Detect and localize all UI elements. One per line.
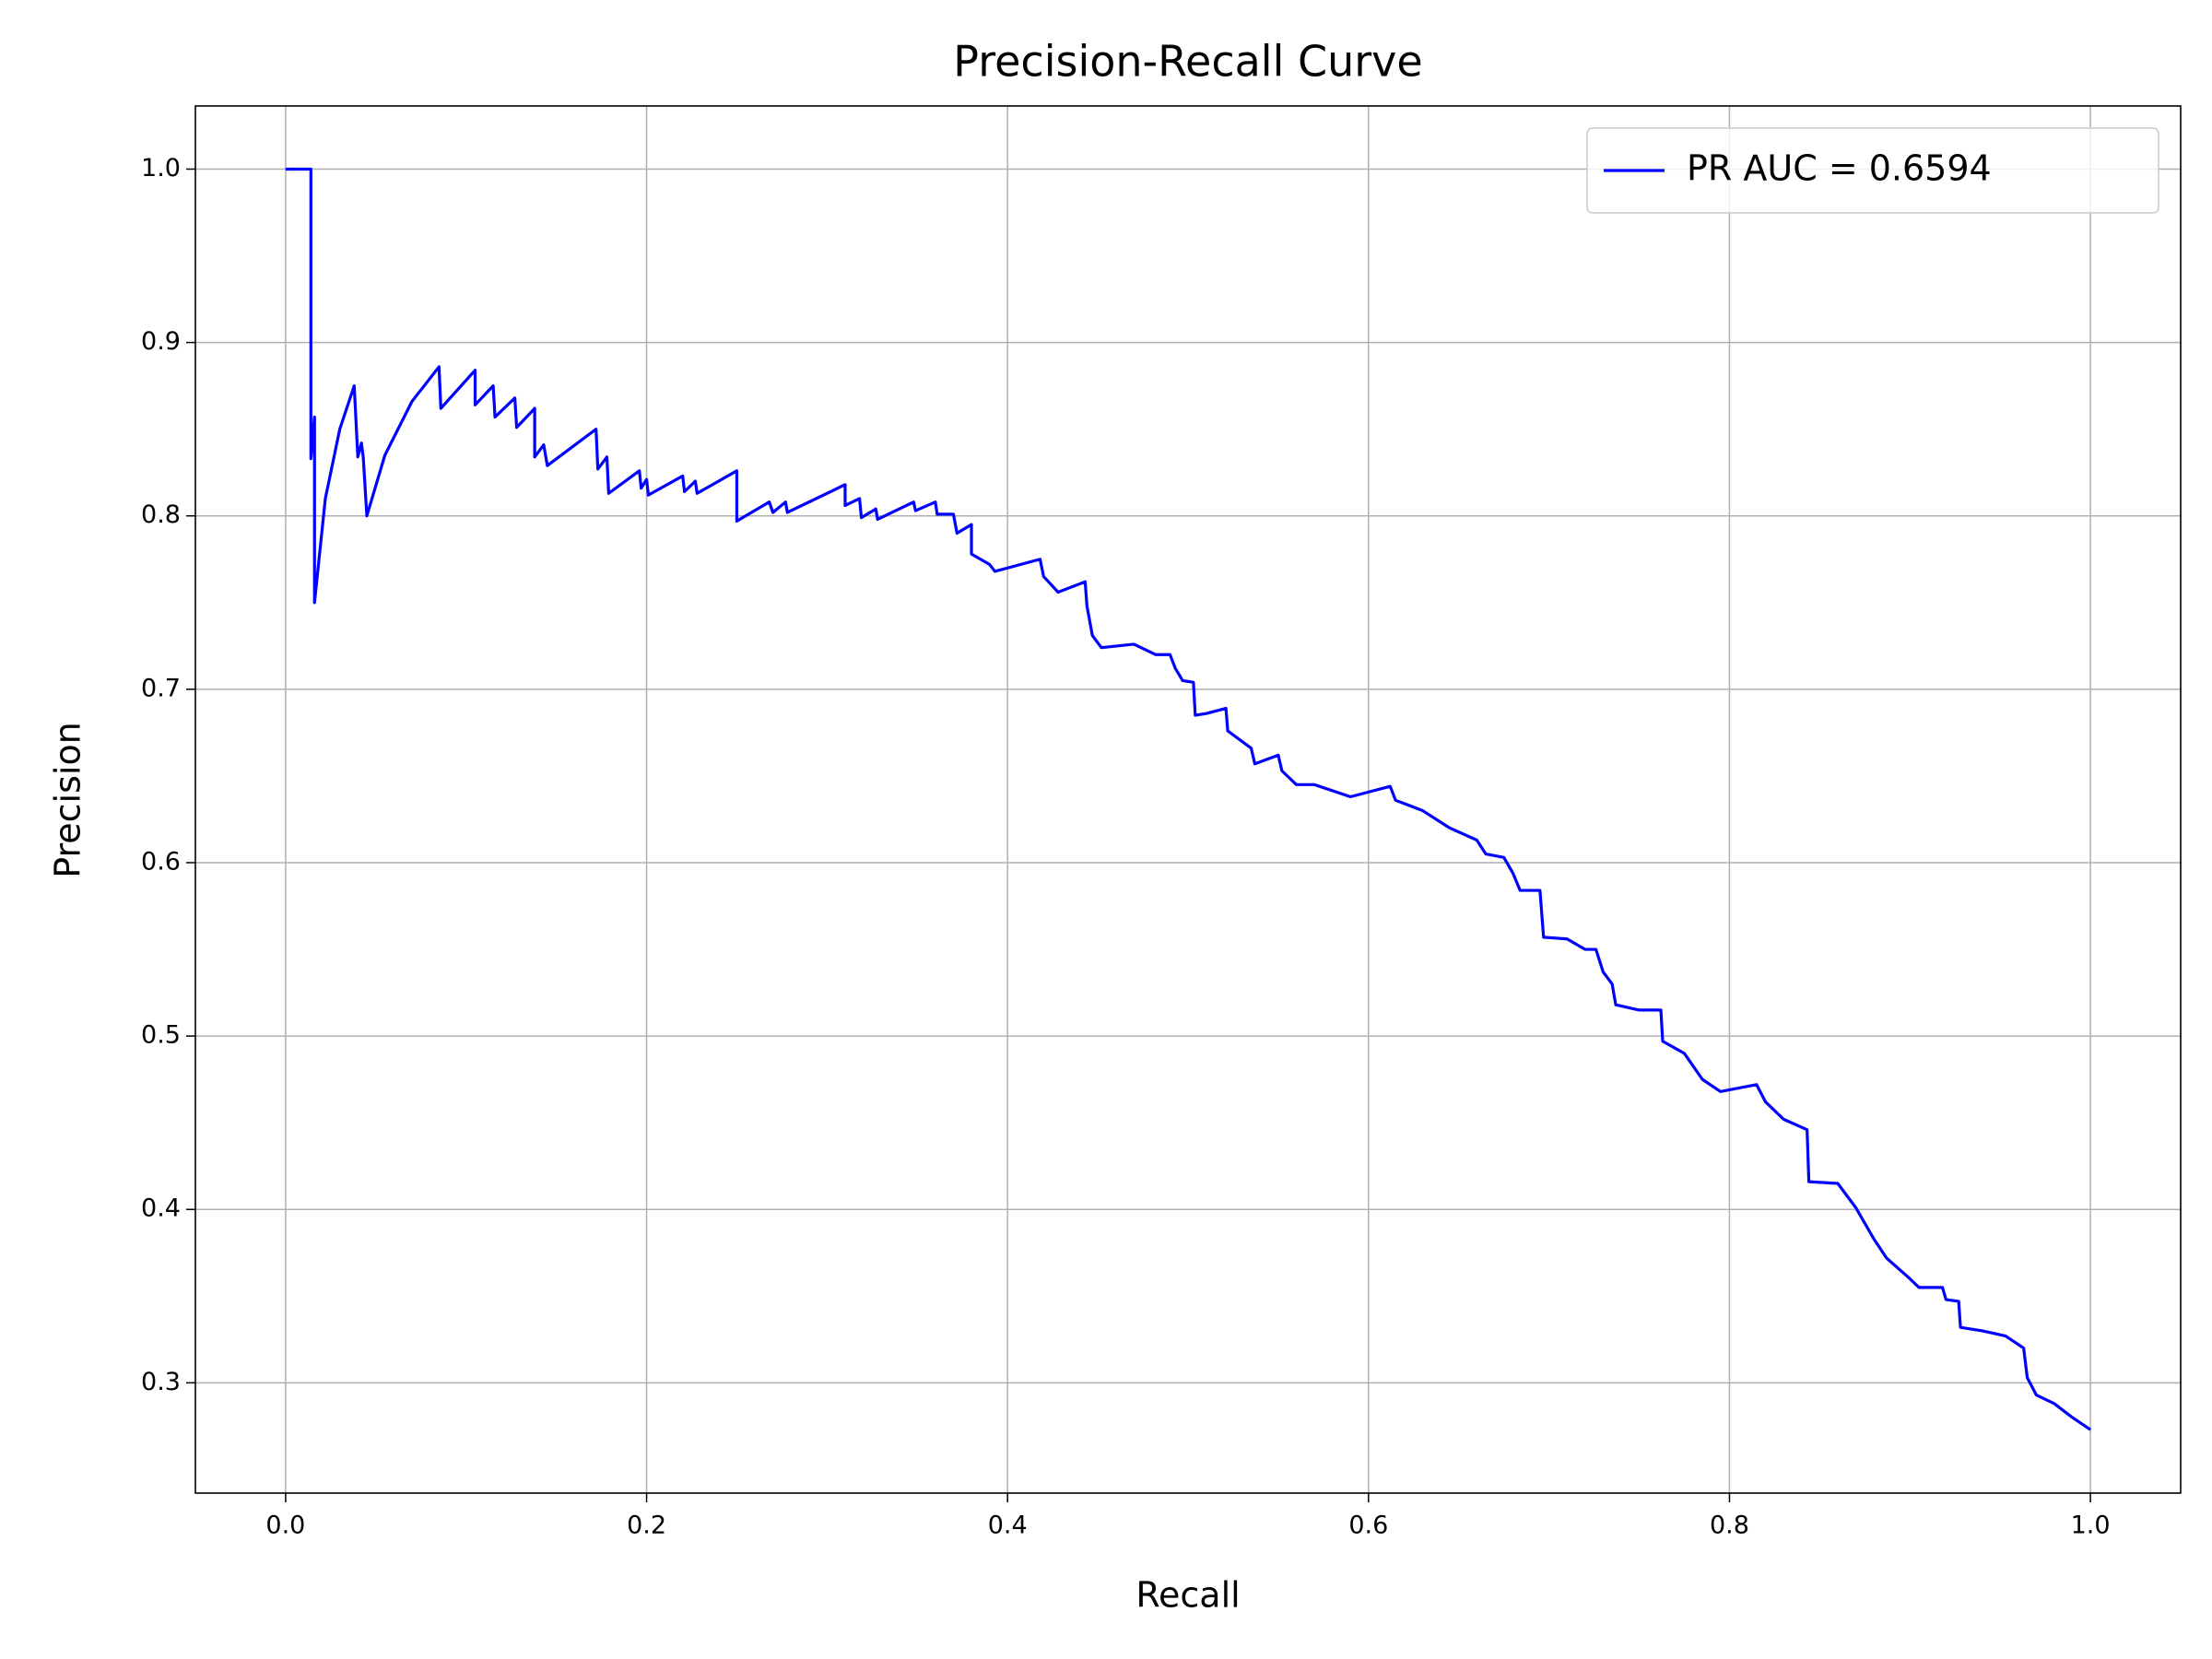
y-tick-label: 0.3 <box>141 1368 181 1396</box>
y-tick-label: 0.7 <box>141 674 181 702</box>
x-tick-label: 0.0 <box>265 1512 305 1540</box>
x-axis-label: Recall <box>1135 1575 1240 1616</box>
y-tick-label: 0.5 <box>141 1021 181 1050</box>
x-tick-label: 0.4 <box>988 1512 1028 1540</box>
legend-label: PR AUC = 0.6594 <box>1687 148 1992 189</box>
line-series <box>285 167 2091 1431</box>
x-tick-label: 0.8 <box>1710 1512 1749 1540</box>
legend-box <box>1586 127 2159 214</box>
y-tick-label: 1.0 <box>141 154 181 182</box>
y-tick-label: 0.8 <box>141 500 181 529</box>
x-tick-label: 0.2 <box>627 1512 666 1540</box>
x-tick-label: 0.6 <box>1348 1512 1388 1540</box>
y-tick-label: 0.4 <box>141 1194 181 1223</box>
chart-title: Precision-Recall Curve <box>953 37 1422 87</box>
y-tick-label: 0.6 <box>141 847 181 876</box>
y-tick-label: 0.9 <box>141 327 181 356</box>
plot-frame <box>194 105 2182 1494</box>
y-axis-label: Precision <box>48 722 88 878</box>
x-tick-label: 1.0 <box>2071 1512 2111 1540</box>
